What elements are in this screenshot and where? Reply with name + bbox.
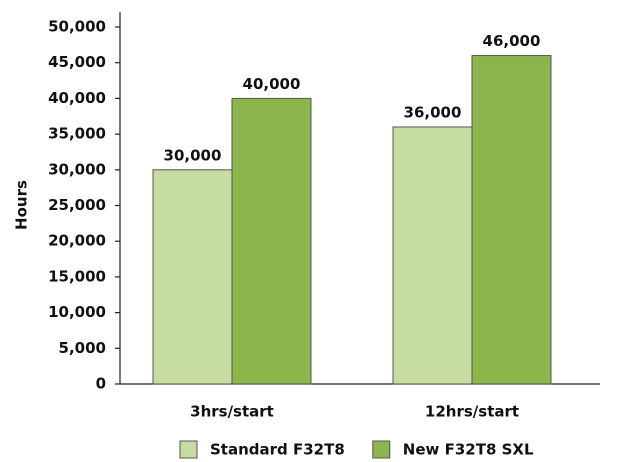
data-label: 46,000 <box>483 32 541 50</box>
x-tick-label: 12hrs/start <box>425 403 519 421</box>
data-label: 36,000 <box>404 103 462 121</box>
legend-label: Standard F32T8 <box>210 441 345 459</box>
y-axis-label: Hours <box>13 180 31 230</box>
y-tick-label: 45,000 <box>48 53 106 71</box>
data-label: 40,000 <box>243 75 301 93</box>
y-tick-label: 0 <box>96 375 106 393</box>
bar <box>231 97 312 385</box>
legend-label: New F32T8 SXL <box>403 441 534 459</box>
y-tick-label: 40,000 <box>48 89 106 107</box>
bar <box>471 55 552 385</box>
y-tick-label: 5,000 <box>59 339 106 357</box>
y-tick-label: 25,000 <box>48 196 106 214</box>
bar <box>152 169 233 385</box>
y-tick-label: 50,000 <box>48 18 106 36</box>
legend-swatch <box>179 440 198 459</box>
y-tick-label: 20,000 <box>48 232 106 250</box>
data-label: 30,000 <box>164 146 222 164</box>
y-tick-label: 35,000 <box>48 125 106 143</box>
y-tick-label: 30,000 <box>48 160 106 178</box>
bar <box>392 126 473 385</box>
y-tick-label: 15,000 <box>48 267 106 285</box>
y-tick-label: 10,000 <box>48 303 106 321</box>
legend-swatch <box>372 440 391 459</box>
x-tick-label: 3hrs/start <box>190 403 274 421</box>
